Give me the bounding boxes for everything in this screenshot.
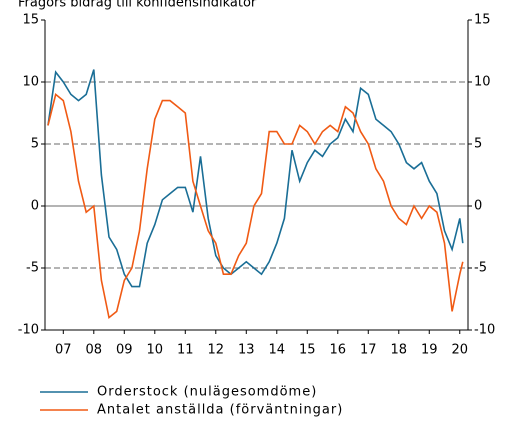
x-tick-label: 10 [147,343,164,358]
y-tick-label: -5 [26,261,39,276]
y2-tick-label: 10 [474,75,491,90]
x-tick-label: 13 [238,343,255,358]
x-tick-label: 07 [55,343,72,358]
y-tick-label: -10 [18,323,39,338]
x-tick-label: 17 [360,343,377,358]
x-tick-label: 15 [299,343,316,358]
legend-label: Antalet anställda (förväntningar) [97,403,343,418]
x-tick-label: 09 [116,343,133,358]
y2-tick-label: -5 [474,261,487,276]
y2-tick-label: 15 [474,13,491,28]
x-tick-label: 20 [451,343,468,358]
legend-label: Orderstock (nulägesomdöme) [97,385,317,400]
series-line [47,92,464,320]
series-line [47,69,464,288]
x-tick-label: 14 [269,343,286,358]
x-tick-label: 08 [86,343,103,358]
y-tick-label: 0 [31,199,39,214]
y-tick-label: 10 [22,75,39,90]
x-tick-label: 16 [330,343,347,358]
y2-tick-label: 0 [474,199,482,214]
chart-title: Frågors bidrag till konfidensindikator [18,0,257,11]
y-tick-label: 5 [31,137,39,152]
x-tick-label: 11 [177,343,194,358]
x-tick-label: 19 [421,343,438,358]
y2-tick-label: -10 [474,323,495,338]
x-tick-label: 12 [208,343,225,358]
x-tick-label: 18 [390,343,407,358]
y-tick-label: 15 [22,13,39,28]
y2-tick-label: 5 [474,137,482,152]
